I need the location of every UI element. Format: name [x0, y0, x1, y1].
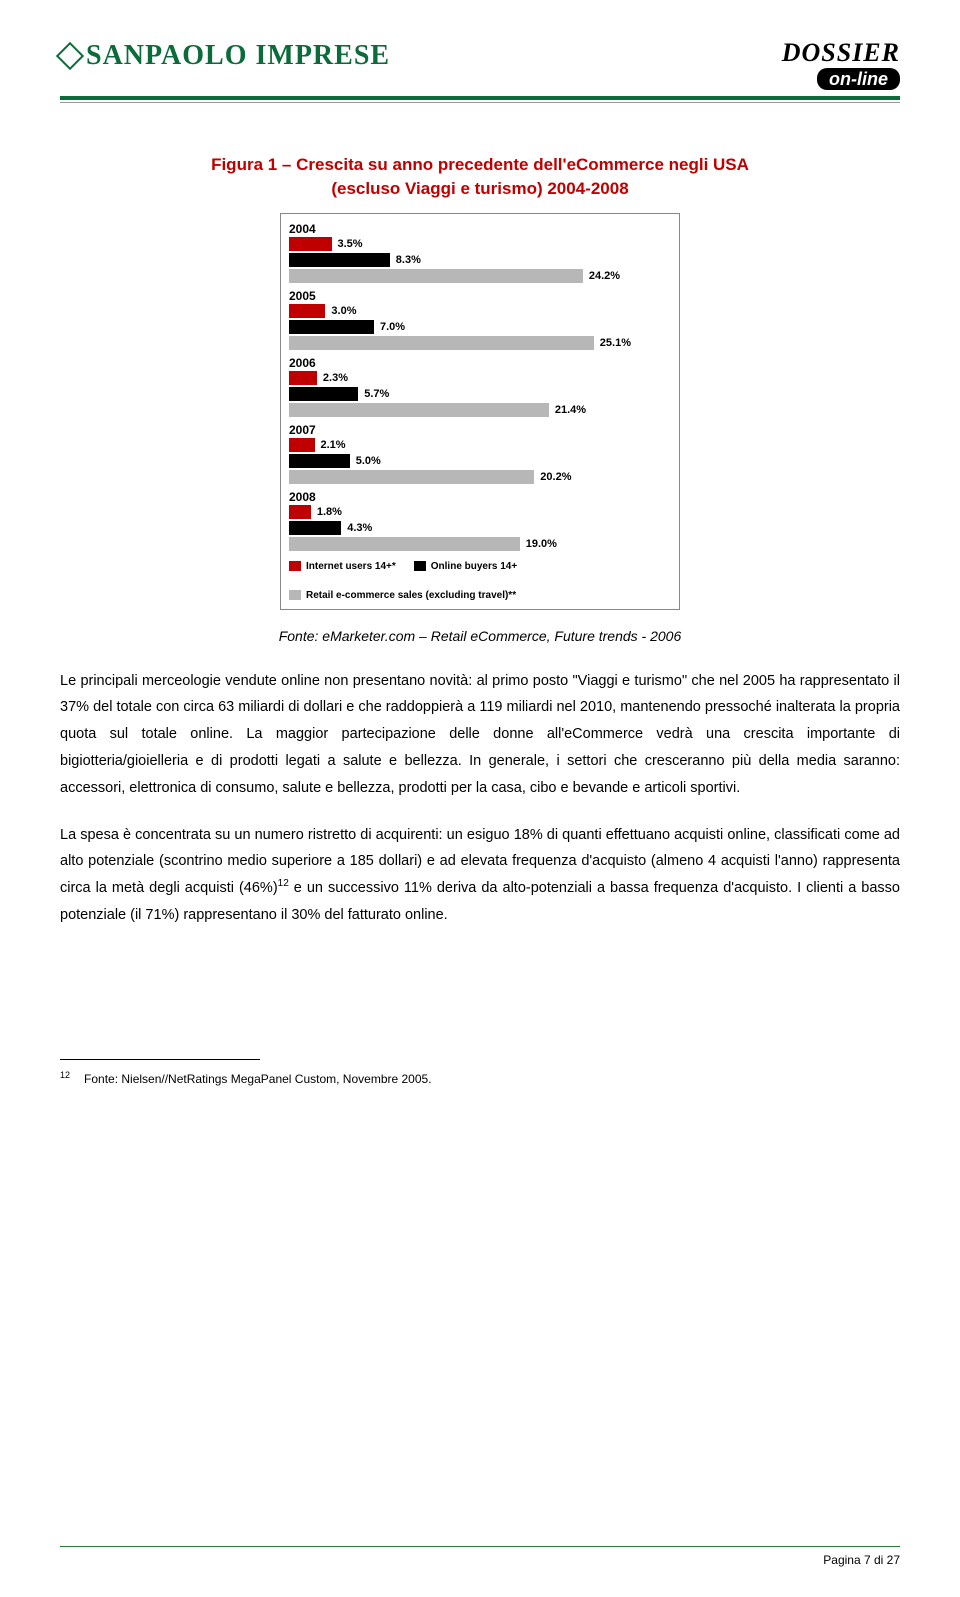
chart-bar-row: 5.7%: [289, 387, 671, 401]
chart-bar: [289, 403, 549, 417]
chart-year-label: 2005: [289, 289, 671, 303]
footnote-ref: 12: [278, 878, 289, 889]
chart-bar: [289, 304, 325, 318]
chart-bar-row: 7.0%: [289, 320, 671, 334]
figure-title-line1: Figura 1 – Crescita su anno precedente d…: [211, 155, 749, 174]
brand-logo-right: DOSSIER on-line: [782, 40, 900, 90]
chart-bar: [289, 505, 311, 519]
chart-bar-label: 20.2%: [540, 471, 571, 483]
chart-bar-label: 19.0%: [526, 538, 557, 550]
chart-bar-label: 4.3%: [347, 522, 372, 534]
chart-bar-row: 20.2%: [289, 470, 671, 484]
footnote-separator: [60, 1059, 260, 1060]
chart-bar: [289, 371, 317, 385]
chart-year-label: 2004: [289, 222, 671, 236]
chart-bar-label: 3.0%: [331, 305, 356, 317]
chart-bar-row: 2.3%: [289, 371, 671, 385]
chart-bar-label: 5.0%: [356, 455, 381, 467]
chart-bar-row: 1.8%: [289, 505, 671, 519]
legend-label: Retail e-commerce sales (excluding trave…: [306, 588, 516, 603]
legend-label: Internet users 14+*: [306, 559, 396, 574]
paragraph-1: Le principali merceologie vendute online…: [60, 668, 900, 802]
paragraph-2: La spesa è concentrata su un numero rist…: [60, 822, 900, 929]
chart-bar-row: 8.3%: [289, 253, 671, 267]
brand-logo-left: SANPAOLO IMPRESE: [60, 40, 390, 72]
chart-bar: [289, 521, 341, 535]
brand-text: SANPAOLO IMPRESE: [86, 40, 390, 72]
chart-bar: [289, 454, 350, 468]
dossier-label: DOSSIER: [782, 40, 900, 66]
chart-year-label: 2006: [289, 356, 671, 370]
legend-item: Retail e-commerce sales (excluding trave…: [289, 588, 516, 603]
chart-bar-label: 2.1%: [321, 439, 346, 451]
chart-bar: [289, 537, 520, 551]
chart-bar: [289, 269, 583, 283]
chart-year-label: 2007: [289, 423, 671, 437]
footer-rule: [60, 1546, 900, 1547]
chart-bar-row: 25.1%: [289, 336, 671, 350]
chart-bar: [289, 387, 358, 401]
legend-item: Internet users 14+*: [289, 559, 396, 574]
legend-swatch: [289, 561, 301, 571]
chart-year-group: 2004 3.5% 8.3% 24.2%: [289, 222, 671, 283]
chart-bar: [289, 237, 332, 251]
chart-bar: [289, 470, 534, 484]
header-rule-thin: [60, 102, 900, 103]
chart-bar-row: 24.2%: [289, 269, 671, 283]
chart-bar-label: 25.1%: [600, 337, 631, 349]
chart-bar-row: 3.0%: [289, 304, 671, 318]
footnote: 12 Fonte: Nielsen//NetRatings MegaPanel C…: [60, 1070, 900, 1086]
chart-bar-label: 2.3%: [323, 372, 348, 384]
legend-label: Online buyers 14+: [431, 559, 517, 574]
chart-bar: [289, 320, 374, 334]
chart-bar-label: 7.0%: [380, 321, 405, 333]
chart-bar-row: 21.4%: [289, 403, 671, 417]
legend-swatch: [414, 561, 426, 571]
figure-title-line2: (escluso Viaggi e turismo) 2004-2008: [331, 179, 628, 198]
chart-bar-label: 3.5%: [338, 238, 363, 250]
online-badge: on-line: [817, 68, 900, 90]
chart-year-group: 2005 3.0% 7.0% 25.1%: [289, 289, 671, 350]
chart-bar: [289, 253, 390, 267]
brand-symbol: [56, 42, 84, 70]
chart-bar-label: 21.4%: [555, 404, 586, 416]
figure-title: Figura 1 – Crescita su anno precedente d…: [60, 153, 900, 201]
chart-bar-row: 3.5%: [289, 237, 671, 251]
chart-bar-label: 5.7%: [364, 388, 389, 400]
chart-bar-label: 24.2%: [589, 270, 620, 282]
bar-chart: 2004 3.5% 8.3% 24.2% 2005 3.0% 7.0% 25.1% 2006 2.…: [280, 213, 680, 610]
legend-swatch: [289, 590, 301, 600]
chart-bar-row: 2.1%: [289, 438, 671, 452]
chart-year-label: 2008: [289, 490, 671, 504]
legend-item: Online buyers 14+: [414, 559, 517, 574]
chart-year-group: 2006 2.3% 5.7% 21.4%: [289, 356, 671, 417]
chart-bar-label: 1.8%: [317, 506, 342, 518]
chart-bar: [289, 438, 315, 452]
chart-year-group: 2008 1.8% 4.3% 19.0%: [289, 490, 671, 551]
chart-bar-row: 4.3%: [289, 521, 671, 535]
footnote-number: 12: [60, 1070, 70, 1080]
chart-year-group: 2007 2.1% 5.0% 20.2%: [289, 423, 671, 484]
chart-bar-row: 19.0%: [289, 537, 671, 551]
header-rule-thick: [60, 96, 900, 100]
chart-bar: [289, 336, 594, 350]
figure-source: Fonte: eMarketer.com – Retail eCommerce,…: [60, 628, 900, 644]
chart-bar-row: 5.0%: [289, 454, 671, 468]
chart-legend: Internet users 14+* Online buyers 14+ Reta…: [289, 559, 671, 603]
page-number: Pagina 7 di 27: [60, 1553, 900, 1567]
chart-bar-label: 8.3%: [396, 254, 421, 266]
footnote-text: Fonte: Nielsen//NetRatings MegaPanel Cus…: [84, 1072, 432, 1086]
